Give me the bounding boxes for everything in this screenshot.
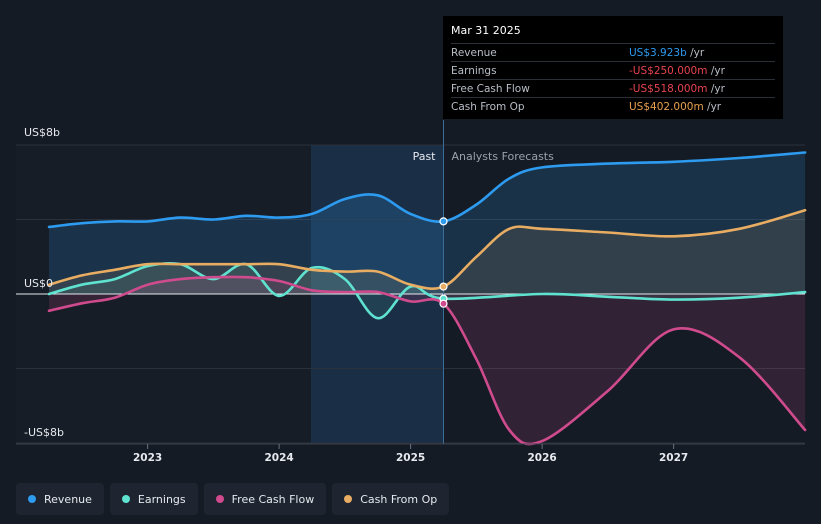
legend-label: Free Cash Flow <box>231 492 315 506</box>
legend-label: Cash From Op <box>360 492 438 506</box>
tooltip-date: Mar 31 2025 <box>451 24 521 37</box>
tooltip-label: Earnings <box>451 64 497 77</box>
tooltip-label: Revenue <box>451 46 497 59</box>
x-tick-label: 2027 <box>659 452 688 464</box>
tooltip-unit: /yr <box>710 64 725 77</box>
tooltip-row-cash-from-op: Cash From Op US$402.000m /yr <box>451 97 775 115</box>
series-line-revenue <box>47 151 807 229</box>
legend-item-free-cash-flow[interactable]: Free Cash Flow <box>203 483 327 515</box>
tooltip-row-earnings: Earnings -US$250.000m /yr <box>451 61 775 79</box>
legend-item-cash-from-op[interactable]: Cash From Op <box>332 483 450 515</box>
highlight-marker-free-cash-flow <box>439 299 448 308</box>
y-tick-label: US$0 <box>24 277 53 290</box>
series-line-cash-from-op <box>47 208 807 290</box>
highlight-marker-cash-from-op <box>439 282 448 291</box>
series-area-revenue <box>49 152 806 294</box>
tooltip-label: Cash From Op <box>451 100 525 113</box>
legend: Revenue Earnings Free Cash Flow Cash Fro… <box>16 483 450 515</box>
y-tick-label: -US$8b <box>24 426 64 439</box>
legend-dot-icon <box>344 495 353 503</box>
tooltip-row-revenue: Revenue US$3.923b /yr <box>451 43 775 61</box>
tooltip-value: US$3.923b <box>629 46 687 59</box>
y-tick-label: US$8b <box>24 126 60 139</box>
tooltip-panel: Mar 31 2025 Revenue US$3.923b /yr Earnin… <box>443 16 783 119</box>
highlight-marker-revenue <box>439 217 448 226</box>
legend-dot-icon <box>121 495 130 503</box>
tooltip-label: Free Cash Flow <box>451 82 530 95</box>
x-tick-label: 2024 <box>265 452 294 464</box>
tooltip-value: -US$250.000m <box>629 64 708 77</box>
legend-label: Earnings <box>137 492 186 506</box>
series-area-cash-from-op <box>49 210 806 294</box>
x-tick-label: 2026 <box>528 452 557 464</box>
tooltip-value: -US$518.000m <box>629 82 708 95</box>
x-tick-label: 2023 <box>133 452 162 464</box>
tooltip-unit: /yr <box>690 46 705 59</box>
x-tick-label: 2025 <box>396 452 425 464</box>
tooltip-unit: /yr <box>710 82 725 95</box>
legend-dot-icon <box>215 495 224 503</box>
tooltip-unit: /yr <box>707 100 722 113</box>
series-line-free-cash-flow <box>47 275 807 446</box>
past-label: Past <box>413 150 437 163</box>
legend-item-earnings[interactable]: Earnings <box>109 483 198 515</box>
legend-label: Revenue <box>44 492 92 506</box>
series-area-free-cash-flow <box>49 276 806 445</box>
forecast-label: Analysts Forecasts <box>452 150 555 163</box>
tooltip-value: US$402.000m <box>629 100 704 113</box>
legend-dot-icon <box>28 495 36 503</box>
tooltip-row-free-cash-flow: Free Cash Flow -US$518.000m /yr <box>451 79 775 97</box>
legend-item-revenue[interactable]: Revenue <box>16 483 104 515</box>
series-line-earnings <box>47 261 807 320</box>
